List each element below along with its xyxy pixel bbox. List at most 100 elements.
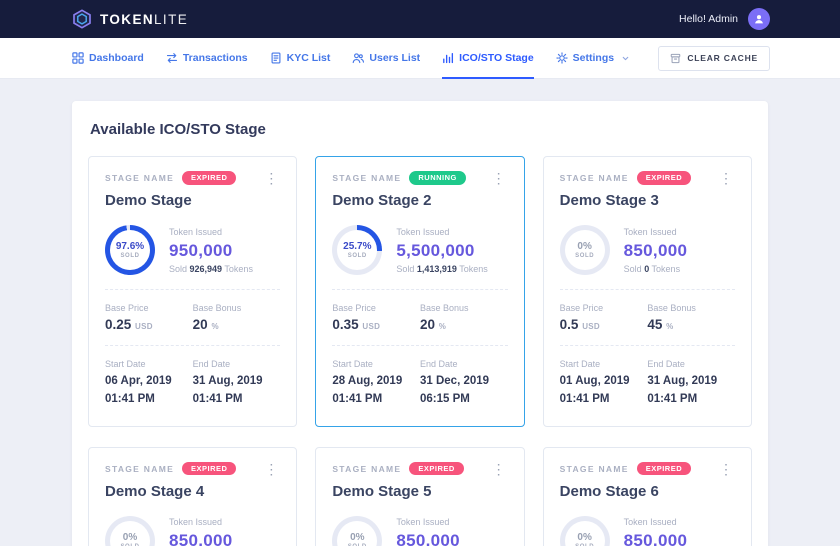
token-info: Token Issued 5,500,000 Sold 1,413,919 To…	[396, 227, 487, 274]
nav-dashboard-label: Dashboard	[89, 52, 144, 64]
base-bonus-number: 45	[647, 317, 663, 332]
nav-ico-sto-stage[interactable]: ICO/STO Stage	[442, 38, 534, 79]
token-issued-value: 850,000	[623, 531, 688, 546]
sold-value: 1,413,919	[416, 263, 457, 274]
stages-panel: Available ICO/STO Stage STAGE NAME EXPIR…	[72, 101, 768, 546]
status-badge: EXPIRED	[182, 461, 237, 476]
base-bonus-col: Base Bonus 20 %	[420, 303, 508, 332]
stage-card-header: STAGE NAME EXPIRED ⋮	[105, 171, 280, 185]
base-price-value: 0.35 USD	[332, 317, 412, 332]
card-menu-button[interactable]: ⋮	[718, 170, 733, 186]
status-badge: RUNNING	[409, 171, 466, 185]
cache-icon	[670, 53, 681, 64]
status-badge: EXPIRED	[636, 171, 692, 185]
stage-card: STAGE NAME EXPIRED ⋮ Demo Stage 6 0% SOL…	[542, 446, 752, 546]
end-date-value: 31 Aug, 2019 01:41 PM	[647, 375, 718, 405]
card-menu-button[interactable]: ⋮	[491, 460, 506, 477]
nav-kyc-list[interactable]: KYC List	[270, 38, 330, 79]
sold-line: Sold 926,949 Tokens	[169, 264, 253, 274]
token-issued-label: Token Issued	[396, 517, 450, 528]
stage-name-label: STAGE NAME	[332, 463, 402, 474]
percent-unit: %	[666, 322, 674, 331]
progress-ring-inner: 0% SOLD	[110, 520, 150, 546]
card-menu-button[interactable]: ⋮	[718, 460, 733, 477]
base-price-number: 0.5	[559, 317, 579, 332]
progress-ring: 0% SOLD	[559, 225, 610, 275]
status-badge: EXPIRED	[636, 461, 692, 476]
progress-percent: 25.7%	[343, 241, 372, 252]
user-avatar[interactable]	[748, 8, 770, 30]
tokens-word: Tokens	[459, 263, 488, 274]
token-section: 0% SOLD Token Issued 850,000 Sold 0 Toke…	[559, 500, 735, 546]
card-menu-button[interactable]: ⋮	[264, 460, 279, 477]
ico-sto-stage-icon	[442, 52, 454, 64]
settings-gear-icon	[556, 52, 568, 64]
sold-word: Sold	[169, 263, 188, 274]
start-date-value: 28 Aug, 2019 01:41 PM	[332, 375, 403, 405]
sold-caption: SOLD	[575, 544, 594, 546]
clear-cache-button[interactable]: CLEAR CACHE	[658, 45, 770, 71]
price-row: Base Price 0.35 USD Base Bonus 20 %	[332, 289, 508, 345]
end-date-col: End Date 31 Aug, 2019 01:41 PM	[647, 359, 735, 409]
usd-unit: USD	[362, 322, 381, 331]
stage-name-label: STAGE NAME	[559, 463, 629, 474]
sold-line: Sold 0 Tokens	[624, 264, 688, 274]
stage-card-header: STAGE NAME EXPIRED ⋮	[560, 171, 735, 185]
token-issued-label: Token Issued	[169, 517, 223, 528]
base-bonus-col: Base Bonus 20 %	[193, 303, 281, 332]
nav-settings[interactable]: Settings	[556, 38, 630, 79]
nav-users-list[interactable]: Users List	[352, 38, 420, 79]
sold-caption: SOLD	[575, 253, 595, 259]
content-area: Available ICO/STO Stage STAGE NAME EXPIR…	[0, 79, 840, 546]
token-info: Token Issued 850,000 Sold 0 Tokens	[624, 227, 688, 274]
progress-ring-inner: 25.7% SOLD	[337, 230, 378, 270]
dates-row: Start Date 06 Apr, 2019 01:41 PM End Dat…	[105, 345, 281, 424]
token-info: Token Issued 850,000 Sold 0 Tokens	[169, 517, 233, 546]
base-bonus-value: 45 %	[647, 317, 727, 332]
base-price-number: 0.35	[332, 317, 359, 332]
chevron-down-icon	[621, 54, 630, 63]
base-price-value: 0.25 USD	[105, 317, 185, 332]
brand-text-light: LITE	[154, 11, 189, 27]
token-issued-label: Token Issued	[169, 226, 223, 237]
card-menu-button[interactable]: ⋮	[264, 170, 279, 186]
base-bonus-value: 20 %	[193, 317, 273, 332]
base-bonus-number: 20	[419, 317, 436, 332]
stage-card-header: STAGE NAME EXPIRED ⋮	[560, 462, 735, 476]
start-date-col: Start Date 06 Apr, 2019 01:41 PM	[105, 359, 193, 409]
clear-cache-label: CLEAR CACHE	[687, 53, 758, 63]
token-section: 0% SOLD Token Issued 850,000 Sold 0 Toke…	[105, 500, 280, 546]
sold-value: 926,949	[189, 263, 223, 274]
base-price-label: Base Price	[332, 303, 376, 313]
token-section: 97.6% SOLD Token Issued 950,000 Sold 926…	[105, 209, 280, 289]
token-info: Token Issued 850,000 Sold 0 Tokens	[396, 517, 460, 546]
start-date-value: 01 Aug, 2019 01:41 PM	[559, 375, 630, 405]
stage-title: Demo Stage	[105, 192, 192, 209]
token-issued-value: 850,000	[169, 531, 233, 546]
base-bonus-label: Base Bonus	[419, 303, 469, 313]
progress-ring: 25.7% SOLD	[332, 225, 383, 275]
sold-caption: SOLD	[347, 253, 367, 259]
token-issued-value: 850,000	[396, 531, 460, 546]
status-badge: EXPIRED	[182, 171, 237, 185]
card-menu-button[interactable]: ⋮	[491, 170, 506, 186]
nav-dashboard[interactable]: Dashboard	[72, 38, 144, 79]
token-issued-value: 5,500,000	[396, 240, 475, 260]
stage-title: Demo Stage 2	[332, 192, 432, 209]
brand-logo[interactable]: TOKENLITE	[72, 9, 188, 29]
progress-ring-inner: 97.6% SOLD	[110, 230, 150, 270]
token-section: 0% SOLD Token Issued 850,000 Sold 0 Toke…	[332, 500, 507, 546]
token-section: 25.7% SOLD Token Issued 5,500,000 Sold 1…	[332, 209, 507, 289]
sold-line: Sold 1,413,919 Tokens	[396, 264, 487, 274]
progress-percent: 0%	[577, 531, 592, 543]
dates-row: Start Date 28 Aug, 2019 01:41 PM End Dat…	[332, 345, 508, 424]
usd-unit: USD	[135, 322, 153, 331]
start-date-label: Start Date	[332, 359, 373, 369]
token-section: 0% SOLD Token Issued 850,000 Sold 0 Toke…	[559, 209, 735, 289]
transactions-icon	[166, 52, 178, 64]
progress-percent: 0%	[122, 531, 138, 543]
nav-transactions[interactable]: Transactions	[166, 38, 248, 79]
base-price-number: 0.25	[105, 317, 132, 332]
nav-ico-sto-stage-label: ICO/STO Stage	[459, 52, 534, 64]
sold-word: Sold	[623, 263, 642, 274]
